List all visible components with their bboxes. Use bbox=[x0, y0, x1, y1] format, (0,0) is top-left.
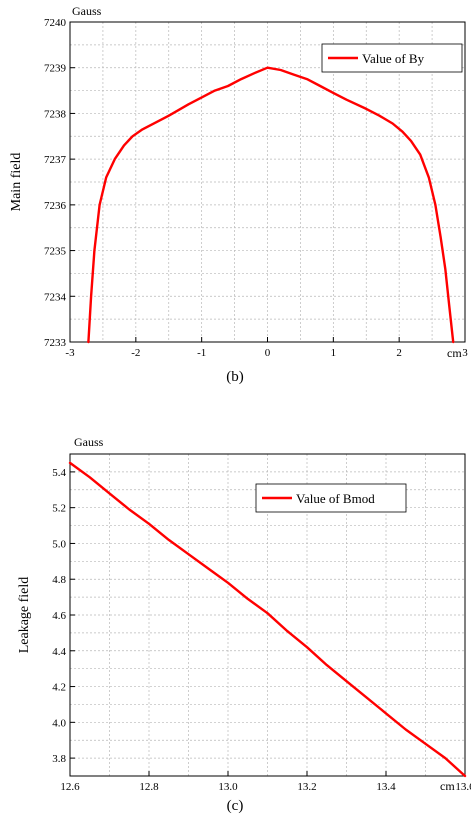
x-unit-label: cm bbox=[440, 779, 455, 793]
y-tick-label: 4.6 bbox=[52, 610, 66, 622]
x-tick-label: 13.4 bbox=[376, 781, 396, 793]
y-tick-label: 7237 bbox=[44, 154, 67, 166]
x-tick-label: 1 bbox=[331, 347, 337, 359]
y-axis-label: Leakage field bbox=[17, 577, 32, 654]
legend-label: Value of By bbox=[362, 51, 425, 66]
series-line bbox=[68, 461, 467, 778]
y-tick-label: 7235 bbox=[44, 246, 67, 258]
y-tick-label: 4.4 bbox=[52, 646, 66, 658]
x-tick-label: -1 bbox=[197, 347, 206, 359]
y-tick-label: 7233 bbox=[44, 337, 67, 349]
y-tick-label: 4.2 bbox=[52, 682, 66, 694]
y-unit-label: Gauss bbox=[72, 4, 102, 18]
series-line bbox=[87, 66, 455, 344]
y-axis-label: Main field bbox=[9, 153, 24, 212]
x-tick-label: 12.6 bbox=[60, 781, 80, 793]
x-tick-label: 12.8 bbox=[139, 781, 159, 793]
y-tick-label: 7234 bbox=[44, 291, 67, 303]
y-tick-label: 7240 bbox=[44, 17, 67, 29]
x-tick-label: -3 bbox=[65, 347, 75, 359]
y-tick-label: 5.0 bbox=[52, 538, 66, 550]
x-tick-label: -2 bbox=[131, 347, 140, 359]
x-tick-label: 13.2 bbox=[297, 781, 316, 793]
x-tick-label: 0 bbox=[265, 347, 271, 359]
x-unit-label: cm bbox=[447, 346, 462, 360]
y-tick-label: 4.8 bbox=[52, 574, 66, 586]
chart-b: -3 -2 -1 0 1 2 3 7233 7234 7235 7236 7237 7238 7239 72… bbox=[9, 4, 468, 385]
legend-label: Value of Bmod bbox=[296, 491, 375, 506]
figure-caption: (b) bbox=[226, 369, 244, 385]
y-unit-label: Gauss bbox=[74, 435, 104, 449]
chart-c: 12.6 12.8 13.0 13.2 13.4 13.6 3.8 4.0 4.2 4.4 4.6 4… bbox=[17, 435, 471, 814]
y-tick-label: 7238 bbox=[44, 108, 67, 120]
y-tick-label: 4.0 bbox=[52, 717, 66, 729]
y-tick-label: 5.4 bbox=[52, 467, 66, 479]
x-tick-label: 2 bbox=[396, 347, 402, 359]
x-tick-label: 3 bbox=[462, 347, 468, 359]
x-tick-label: 13.6 bbox=[455, 781, 471, 793]
x-tick-label: 13.0 bbox=[218, 781, 238, 793]
figure-caption: (c) bbox=[227, 798, 244, 814]
y-tick-label: 5.2 bbox=[52, 503, 66, 515]
y-tick-label: 7236 bbox=[44, 200, 67, 212]
y-tick-label: 7239 bbox=[44, 63, 67, 75]
y-tick-label: 3.8 bbox=[52, 753, 66, 765]
